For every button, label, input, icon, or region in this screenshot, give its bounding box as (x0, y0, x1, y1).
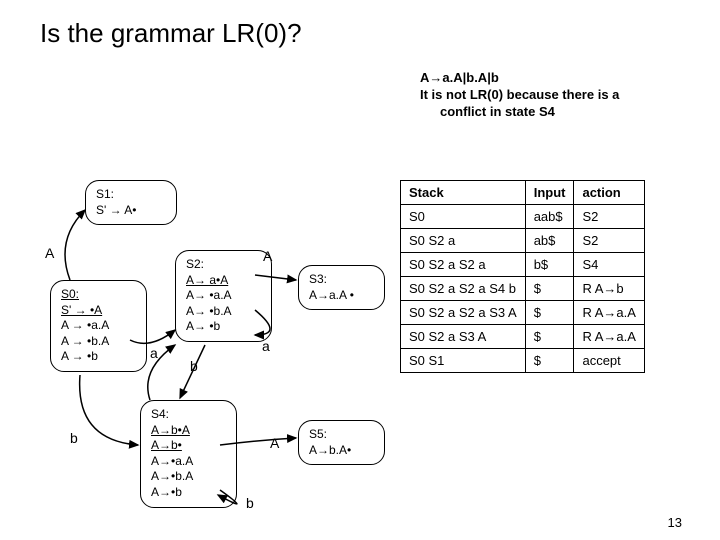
table-cell: S0 S2 a S2 a S4 b (401, 277, 526, 301)
table-row: S0 S2 a S2 a S3 A$R A→a.A (401, 301, 645, 325)
s1-head: S1: (96, 187, 166, 203)
s4-l3: A→•a.A (151, 454, 226, 470)
note-line2: It is not LR(0) because there is a (420, 87, 670, 104)
s4-l1: A→b•A (151, 423, 226, 439)
table-cell: R A→b (574, 277, 644, 301)
state-s2: S2: A→ a•A A→ •a.A A→ •b.A A→ •b (175, 250, 272, 342)
edge-label-A1: A (45, 245, 54, 261)
state-s4: S4: A→b•A A→b• A→•a.A A→•b.A A→•b (140, 400, 237, 508)
s1-l1: S' → A• (96, 203, 166, 219)
table-cell: S4 (574, 253, 644, 277)
table-cell: b$ (525, 253, 574, 277)
s4-l4: A→•b.A (151, 469, 226, 485)
table-cell: S0 S1 (401, 349, 526, 373)
s2-l3: A→ •b.A (186, 304, 261, 320)
s2-l2: A→ •a.A (186, 288, 261, 304)
edge-label-a2: a (262, 338, 270, 354)
parse-table: Stack Input action S0aab$S2S0 S2 aab$S2S… (400, 180, 645, 373)
state-s5: S5: A→b.A• (298, 420, 385, 465)
state-s3: S3: A→a.A • (298, 265, 385, 310)
table-cell: ab$ (525, 229, 574, 253)
table-row: S0 S2 a S3 A$R A→a.A (401, 325, 645, 349)
s5-head: S5: (309, 427, 374, 443)
s0-l4: A → •b (61, 349, 136, 365)
table-row: S0 S2 a S2 a S4 b$R A→b (401, 277, 645, 301)
table-cell: $ (525, 349, 574, 373)
s0-head: S0: (61, 287, 136, 303)
s0-l2: A → •a.A (61, 318, 136, 334)
table-cell: S0 S2 a S2 a S3 A (401, 301, 526, 325)
table-cell: S0 S2 a S2 a (401, 253, 526, 277)
table-cell: S2 (574, 205, 644, 229)
table-cell: S0 S2 a (401, 229, 526, 253)
edge-label-a1: a (150, 345, 158, 361)
state-s0: S0: S' → •A A → •a.A A → •b.A A → •b (50, 280, 147, 372)
note-line1: A→a.A|b.A|b (420, 70, 670, 87)
table-cell: $ (525, 325, 574, 349)
s4-head: S4: (151, 407, 226, 423)
s4-l2: A→b• (151, 438, 226, 454)
th-input: Input (525, 181, 574, 205)
table-cell: $ (525, 277, 574, 301)
th-action: action (574, 181, 644, 205)
table-row: S0aab$S2 (401, 205, 645, 229)
s3-head: S3: (309, 272, 374, 288)
table-cell: aab$ (525, 205, 574, 229)
s4-l5: A→•b (151, 485, 226, 501)
s0-l3: A → •b.A (61, 334, 136, 350)
table-cell: R A→a.A (574, 301, 644, 325)
table-row: S0 S2 a S2 ab$S4 (401, 253, 645, 277)
edge-label-b3: b (246, 495, 254, 511)
s0-l1: S' → •A (61, 303, 136, 319)
note-line3: conflict in state S4 (420, 104, 670, 121)
table-cell: S0 (401, 205, 526, 229)
slide-number: 13 (668, 515, 682, 530)
th-stack: Stack (401, 181, 526, 205)
edge-label-b1: b (70, 430, 78, 446)
table-header-row: Stack Input action (401, 181, 645, 205)
state-s1: S1: S' → A• (85, 180, 177, 225)
s2-l4: A→ •b (186, 319, 261, 335)
table-row: S0 S2 aab$S2 (401, 229, 645, 253)
page-title: Is the grammar LR(0)? (40, 18, 302, 49)
table-row: S0 S1$accept (401, 349, 645, 373)
header-note: A→a.A|b.A|b It is not LR(0) because ther… (420, 70, 670, 121)
table-cell: accept (574, 349, 644, 373)
s2-l1: A→ a•A (186, 273, 261, 289)
table-cell: $ (525, 301, 574, 325)
edge-label-b2: b (190, 358, 198, 374)
edge-label-A2: A (263, 248, 272, 264)
s2-head: S2: (186, 257, 261, 273)
table-cell: S0 S2 a S3 A (401, 325, 526, 349)
s3-l1: A→a.A • (309, 288, 374, 304)
table-cell: S2 (574, 229, 644, 253)
table-cell: R A→a.A (574, 325, 644, 349)
s5-l1: A→b.A• (309, 443, 374, 459)
edge-label-A3: A (270, 435, 279, 451)
